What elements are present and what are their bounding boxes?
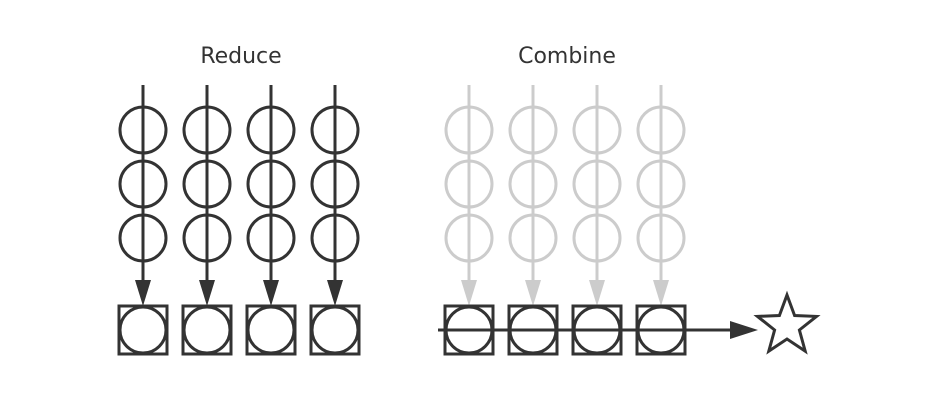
reduce-column bbox=[245, 85, 297, 356]
arrow-down-icon bbox=[461, 280, 477, 306]
reduce-panel bbox=[117, 85, 361, 356]
arrow-down-icon bbox=[327, 280, 343, 306]
arrow-down-icon bbox=[525, 280, 541, 306]
accumulator-circle-icon bbox=[182, 305, 232, 355]
arrow-down-icon bbox=[589, 280, 605, 306]
reduce-column bbox=[117, 85, 169, 356]
arrow-down-icon bbox=[263, 280, 279, 306]
arrow-down-icon bbox=[199, 280, 215, 306]
accumulator-circle-icon bbox=[118, 305, 168, 355]
combine-panel bbox=[438, 85, 821, 356]
combine-column bbox=[635, 85, 687, 356]
combine-column bbox=[571, 85, 623, 356]
combine-column bbox=[443, 85, 495, 356]
combine-column bbox=[507, 85, 559, 356]
reduce-column bbox=[181, 85, 233, 356]
accumulator-circle-icon bbox=[246, 305, 296, 355]
arrow-down-icon bbox=[653, 280, 669, 306]
arrow-down-icon bbox=[135, 280, 151, 306]
reduce-title: Reduce bbox=[200, 44, 281, 69]
reduce-column bbox=[309, 85, 361, 356]
arrow-right-icon bbox=[730, 321, 758, 339]
star-icon bbox=[753, 290, 821, 355]
combine-title: Combine bbox=[518, 44, 616, 69]
accumulator-circle-icon bbox=[310, 305, 360, 355]
